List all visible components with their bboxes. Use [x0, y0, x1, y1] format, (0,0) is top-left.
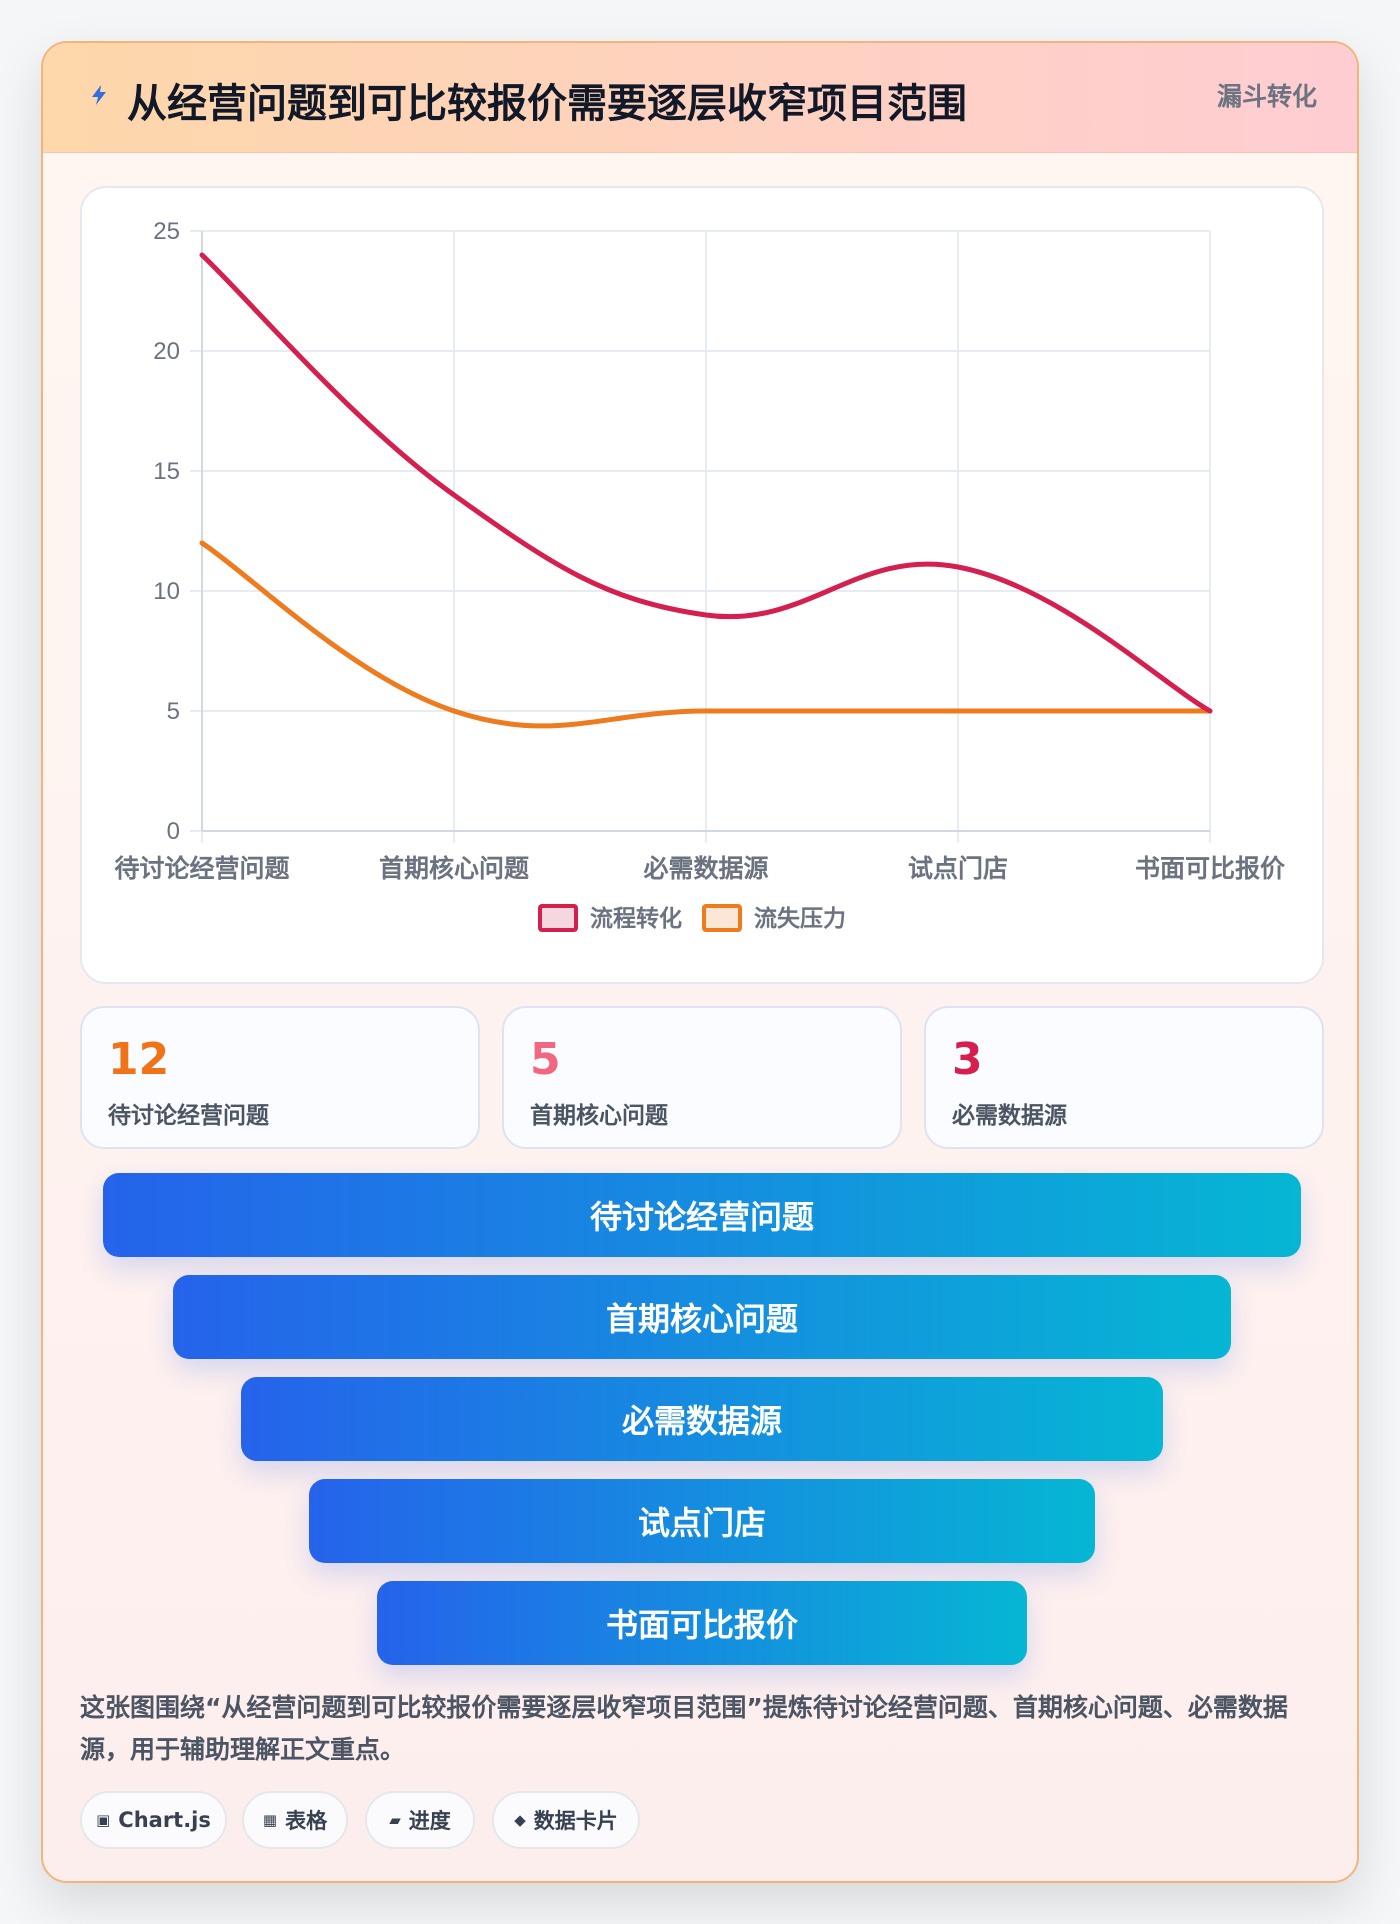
y-tick-label: 5	[167, 698, 180, 725]
chip-label: 数据卡片	[533, 1809, 618, 1833]
chip-label: Chart.js	[118, 1808, 211, 1832]
y-tick-label: 10	[153, 578, 180, 605]
stat-card-0: 12 待讨论经营问题	[80, 1006, 480, 1149]
stat-value: 5	[530, 1034, 561, 1085]
y-tick-label: 25	[153, 218, 180, 245]
lightning-icon	[92, 85, 106, 105]
progress-icon: ▰	[389, 1811, 401, 1829]
funnel-card: 从经营问题到可比较报价需要逐层收窄项目范围 漏斗转化 0 5 10 15 20 25 待讨论…	[41, 41, 1359, 1883]
stat-label: 必需数据源	[952, 1103, 1067, 1129]
stat-label: 首期核心问题	[530, 1103, 668, 1129]
x-tick-label: 书面可比报价	[1135, 854, 1286, 883]
card-header: 从经营问题到可比较报价需要逐层收窄项目范围 漏斗转化	[43, 43, 1357, 153]
stat-card-1: 5 首期核心问题	[502, 1006, 902, 1149]
funnel-stage-0: 待讨论经营问题	[103, 1173, 1301, 1257]
line-chart-panel: 0 5 10 15 20 25 待讨论经营问题 首期核心问题 必需数据源 试点门店 书面可比报价 流…	[80, 186, 1324, 984]
legend-label-0: 流程转化	[590, 905, 682, 932]
category-badge: 漏斗转化	[1216, 82, 1317, 111]
diamond-icon: ◆	[514, 1811, 526, 1829]
stat-label: 待讨论经营问题	[108, 1103, 269, 1129]
stat-value: 3	[952, 1034, 983, 1085]
legend-label-1: 流失压力	[754, 905, 846, 932]
funnel-stage-2: 必需数据源	[241, 1377, 1163, 1461]
stat-value: 12	[108, 1034, 170, 1085]
description-text: 这张图围绕“从经营问题到可比较报价需要逐层收窄项目范围”提炼待讨论经营问题、首期…	[80, 1693, 1288, 1764]
chip-chartjs[interactable]: ▣ Chart.js	[80, 1791, 227, 1849]
stat-card-2: 3 必需数据源	[924, 1006, 1324, 1149]
legend-swatch-0	[538, 904, 578, 932]
chip-label: 表格	[285, 1809, 328, 1833]
legend-swatch-1	[702, 904, 742, 932]
x-tick-label: 首期核心问题	[379, 854, 529, 883]
page-title: 从经营问题到可比较报价需要逐层收窄项目范围	[127, 81, 967, 127]
chip-data-cards[interactable]: ◆ 数据卡片	[492, 1791, 640, 1849]
chip-table[interactable]: ▦ 表格	[242, 1791, 348, 1849]
chip-label: 进度	[408, 1809, 451, 1833]
chart-icon: ▣	[96, 1811, 111, 1829]
y-tick-label: 15	[153, 458, 180, 485]
table-icon: ▦	[262, 1811, 278, 1829]
x-tick-label: 必需数据源	[643, 854, 768, 883]
y-tick-label: 0	[167, 818, 180, 845]
line-chart: 0 5 10 15 20 25 待讨论经营问题 首期核心问题 必需数据源 试点门店 书面可比报价 流…	[114, 218, 1286, 932]
y-tick-label: 20	[153, 338, 180, 365]
funnel-stage-3: 试点门店	[309, 1479, 1095, 1563]
x-tick-label: 待讨论经营问题	[114, 854, 289, 883]
x-tick-label: 试点门店	[908, 854, 1008, 883]
series-line-1	[199, 540, 1213, 729]
funnel-stage-1: 首期核心问题	[173, 1275, 1231, 1359]
funnel-stage-4: 书面可比报价	[377, 1581, 1027, 1665]
chip-progress[interactable]: ▰ 进度	[365, 1791, 475, 1849]
